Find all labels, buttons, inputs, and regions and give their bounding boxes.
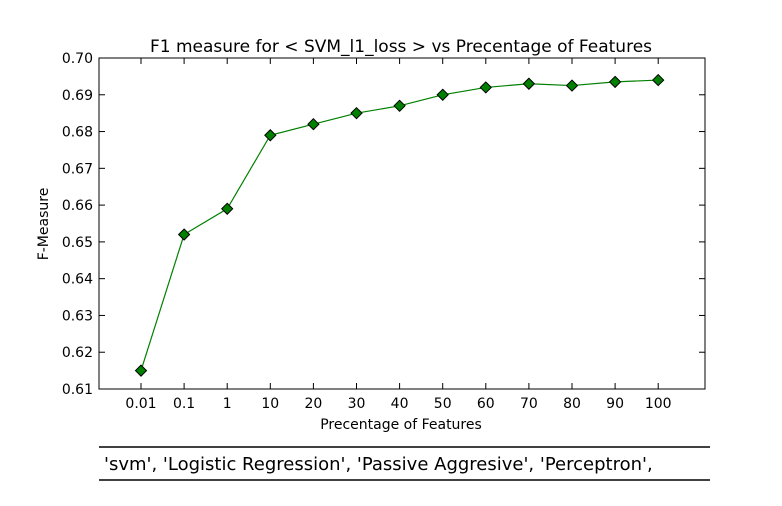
x-tick-label: 0.01 (125, 396, 156, 412)
x-tick-label: 1 (223, 396, 232, 412)
x-tick-label: 80 (563, 396, 581, 412)
data-point (522, 77, 536, 90)
y-axis-label: F-Measure (36, 188, 52, 261)
data-point (651, 73, 665, 87)
x-axis-label: Precentage of Features (320, 417, 482, 433)
y-tick-label: 0.65 (62, 235, 93, 251)
data-point (264, 129, 277, 142)
data-point (479, 81, 493, 94)
x-tick-label: 20 (304, 396, 322, 412)
y-tick-label: 0.62 (62, 345, 93, 361)
y-tick-label: 0.64 (62, 272, 93, 288)
x-tick-label: 40 (391, 396, 409, 412)
footer-text: 'svm', 'Logistic Regression', 'Passive A… (104, 454, 653, 475)
data-point (565, 79, 579, 92)
y-tick-label: 0.67 (62, 161, 93, 177)
x-tick-label: 30 (348, 396, 366, 412)
y-tick-label: 0.66 (62, 198, 93, 214)
x-tick-label: 100 (645, 396, 672, 412)
plot-area: 0.61 0.62 0.63 0.64 0.65 0.66 0.67 0.68 0.69 0.70… (62, 51, 706, 412)
data-point (608, 75, 622, 89)
data-point (177, 228, 191, 241)
y-tick-label: 0.70 (62, 51, 93, 67)
data-point (393, 99, 406, 113)
y-tick-label: 0.61 (62, 382, 93, 398)
x-tick-label: 90 (606, 396, 624, 412)
y-tick-label: 0.69 (62, 88, 93, 104)
plot-frame (98, 57, 706, 390)
x-tick-label: 60 (477, 396, 495, 412)
series-line (140, 79, 659, 371)
chart-title: F1 measure for < SVM_l1_loss > vs Precen… (150, 37, 652, 57)
data-point (220, 202, 234, 215)
data-point (307, 117, 320, 131)
x-tick-label: 10 (261, 396, 279, 412)
x-tick-label: 0.1 (173, 396, 195, 412)
data-point (134, 364, 148, 377)
y-tick-label: 0.68 (62, 125, 93, 141)
x-tick-label: 50 (434, 396, 452, 412)
data-point (436, 88, 449, 101)
data-point (350, 106, 363, 120)
y-tick-label: 0.63 (62, 308, 93, 324)
x-tick-label: 70 (520, 396, 538, 412)
